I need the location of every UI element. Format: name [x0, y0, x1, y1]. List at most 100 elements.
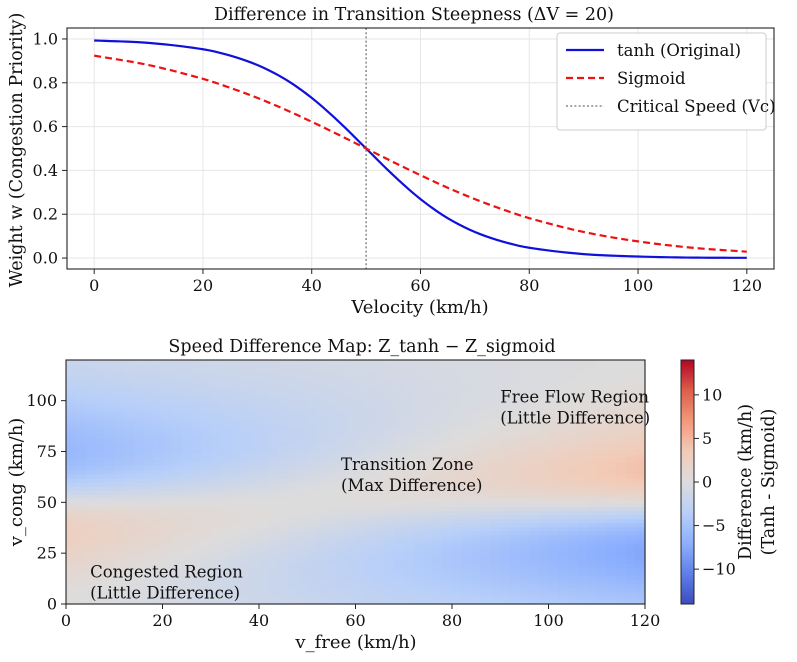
heatmap-cell — [490, 457, 501, 463]
heatmap-cell — [316, 368, 328, 373]
heatmap-cell — [210, 396, 221, 402]
heatmap-cell — [625, 482, 636, 487]
heatmap-cell — [365, 583, 376, 589]
heatmap-cell — [123, 360, 135, 365]
heatmap-cell — [355, 360, 366, 365]
heatmap-cell — [123, 441, 135, 446]
heatmap-cell — [259, 396, 270, 402]
heatmap-cell — [413, 486, 424, 491]
heatmap-cell — [558, 477, 569, 483]
heatmap-cell — [432, 412, 443, 418]
heatmap-cell — [471, 563, 482, 568]
heatmap-cell — [500, 388, 511, 394]
heatmap-cell — [287, 551, 299, 556]
heatmap-cell — [268, 506, 279, 512]
heatmap-cell — [307, 530, 318, 536]
heatmap-cell — [596, 364, 607, 369]
heatmap-cell — [625, 547, 636, 552]
heatmap-cell — [635, 372, 646, 377]
heatmap-cell — [577, 380, 588, 385]
heatmap-cell — [616, 494, 627, 499]
heatmap-cell — [210, 441, 221, 446]
heatmap-cell — [490, 421, 501, 426]
heatmap-cell — [143, 514, 154, 520]
heatmap-cell — [191, 583, 202, 589]
heatmap-cell — [394, 425, 405, 430]
heatmap-cell — [191, 384, 202, 390]
heatmap-cell — [606, 465, 617, 471]
heatmap-cell — [384, 591, 395, 597]
heatmap-cell — [500, 587, 511, 593]
heatmap-cell — [94, 530, 106, 536]
heatmap-cell — [374, 429, 386, 434]
legend-label-critical: Critical Speed (Vc) — [617, 97, 776, 116]
heatmap-cell — [374, 587, 386, 593]
heatmap-cell — [529, 530, 540, 536]
heatmap-cell — [345, 360, 357, 365]
heatmap-cell — [616, 518, 627, 524]
heatmap-cell — [201, 599, 212, 605]
heatmap-cell — [297, 429, 308, 434]
heatmap-cell — [191, 457, 202, 463]
heatmap-cell — [471, 453, 482, 459]
heatmap-cell — [152, 571, 164, 577]
heatmap-cell — [471, 551, 482, 556]
heatmap-cell — [548, 547, 559, 552]
heatmap-cell — [162, 384, 173, 390]
heatmap-cell — [413, 482, 424, 487]
heatmap-cell — [287, 477, 299, 483]
heatmap-cell — [519, 477, 530, 483]
heatmap-cell — [471, 559, 482, 564]
heatmap-cell — [374, 591, 386, 597]
heatmap-cell — [152, 408, 164, 414]
heatmap-cell — [162, 412, 173, 418]
heatmap-cell — [567, 587, 579, 593]
heatmap-cell — [374, 551, 386, 556]
heatmap-cell — [94, 543, 106, 548]
heatmap-cell — [616, 526, 627, 532]
heatmap-cell — [490, 595, 501, 601]
heatmap-cell — [461, 559, 472, 564]
heatmap-cell — [394, 518, 405, 524]
heatmap-cell — [220, 433, 231, 438]
heatmap-cell — [162, 547, 173, 552]
heatmap-cell — [172, 591, 183, 597]
heatmap-cell — [423, 433, 434, 438]
heatmap-cell — [181, 380, 193, 385]
heatmap-cell — [635, 555, 646, 560]
heatmap-cell — [548, 514, 559, 520]
heatmap-cell — [384, 595, 395, 601]
heatmap-cell — [577, 400, 588, 406]
heatmap-cell — [316, 555, 328, 560]
heatmap-cell — [336, 518, 347, 524]
heatmap-cell — [287, 510, 299, 516]
heatmap-cell — [374, 465, 386, 471]
x-tick-label: 40 — [302, 276, 322, 295]
heatmap-cell — [220, 465, 231, 471]
heatmap-cell — [548, 555, 559, 560]
heatmap-cell — [191, 469, 202, 475]
heatmap-cell — [606, 583, 617, 589]
heatmap-cell — [210, 416, 221, 422]
heatmap-cell — [278, 563, 289, 568]
heatmap-cell — [307, 433, 318, 438]
heatmap-cell — [452, 396, 463, 402]
heatmap-cell — [123, 518, 135, 524]
heatmap-cell — [249, 486, 260, 491]
heatmap-cell — [307, 380, 318, 385]
heatmap-cell — [143, 551, 154, 556]
heatmap-cell — [519, 457, 530, 463]
heatmap-cell — [278, 392, 289, 398]
heatmap-cell — [374, 372, 386, 377]
heatmap-cell — [75, 388, 86, 394]
heatmap-cell — [85, 457, 96, 463]
heatmap-cell — [355, 534, 366, 540]
heatmap-cell — [625, 490, 636, 495]
heatmap-cell — [172, 490, 183, 495]
heatmap-cell — [394, 445, 405, 451]
heatmap-cell — [355, 425, 366, 430]
heatmap-cell — [384, 473, 395, 479]
heatmap-cell — [587, 530, 598, 536]
heatmap-cell — [442, 538, 453, 544]
heatmap-cell — [336, 583, 347, 589]
